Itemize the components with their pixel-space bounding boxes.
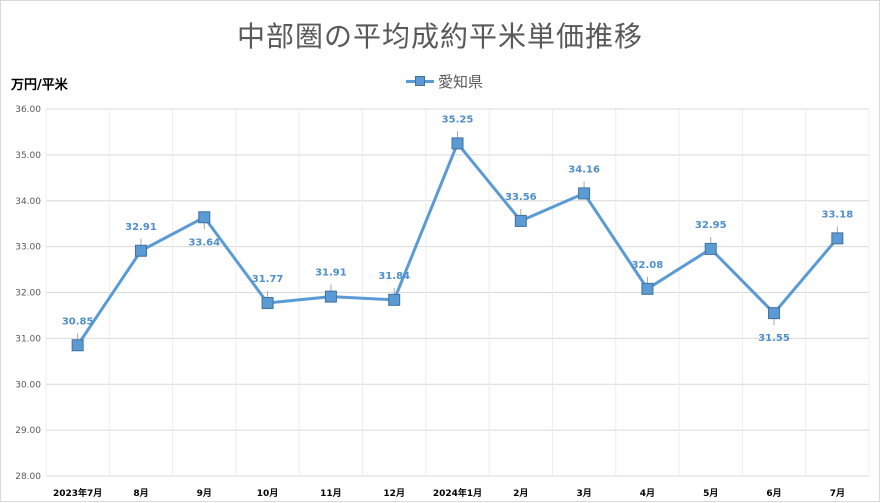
data-point-marker [198,211,211,224]
legend: 愛知県 [406,71,483,92]
x-tick-label: 12月 [383,488,405,499]
data-label: 31.77 [252,274,284,285]
data-label: 33.64 [188,237,220,248]
x-tick-label: 2023年7月 [53,487,102,499]
y-tick-label: 36.00 [15,105,41,115]
x-tick-label: 2024年1月 [433,487,482,499]
x-tick-label: 5月 [703,488,718,499]
chart-title: 中部圏の平均成約平米単価推移 [236,20,643,53]
y-axis-unit-label: 万円/平米 [11,78,68,93]
legend-square-marker [415,76,425,86]
data-point-marker [388,293,401,306]
data-point-marker [71,339,84,352]
data-point-marker [134,244,147,257]
data-point-marker [261,297,274,310]
data-point-marker [704,242,717,255]
data-point-marker [324,290,337,303]
x-tick-label: 3月 [576,488,591,499]
data-point-marker [641,282,654,295]
data-label: 32.95 [695,220,727,231]
y-tick-label: 30.00 [15,380,41,390]
y-tick-label: 34.00 [15,197,41,207]
x-tick-label: 8月 [133,488,148,499]
x-tick-label: 7月 [830,488,845,499]
x-tick-label: 9月 [197,488,212,499]
legend-line-marker [406,76,434,86]
data-label: 34.16 [568,164,600,175]
data-label: 30.85 [62,316,94,327]
data-point-marker [451,137,464,150]
data-label: 35.25 [442,114,474,125]
legend-entry-label: 愛知県 [438,73,484,91]
data-point-marker [514,214,527,227]
y-tick-label: 28.00 [15,472,41,482]
data-label: 33.18 [822,209,854,220]
x-tick-label: 10月 [257,488,279,499]
x-tick-label: 11月 [320,488,342,499]
x-tick-label: 6月 [766,488,781,499]
data-label: 32.08 [632,260,664,271]
data-point-marker [831,232,844,245]
data-label: 31.91 [315,268,347,279]
data-point-marker [578,187,591,200]
data-label: 31.55 [758,333,790,344]
x-tick-label: 4月 [640,488,655,499]
data-label: 32.91 [125,222,157,233]
y-tick-label: 32.00 [15,289,41,299]
y-tick-label: 35.00 [15,151,41,161]
x-tick-label: 2月 [513,488,528,499]
y-tick-label: 31.00 [15,334,41,344]
data-point-marker [768,307,781,320]
y-tick-label: 29.00 [15,426,41,436]
data-label: 31.84 [378,271,410,282]
y-tick-label: 33.00 [15,243,41,253]
data-label: 33.56 [505,192,537,203]
